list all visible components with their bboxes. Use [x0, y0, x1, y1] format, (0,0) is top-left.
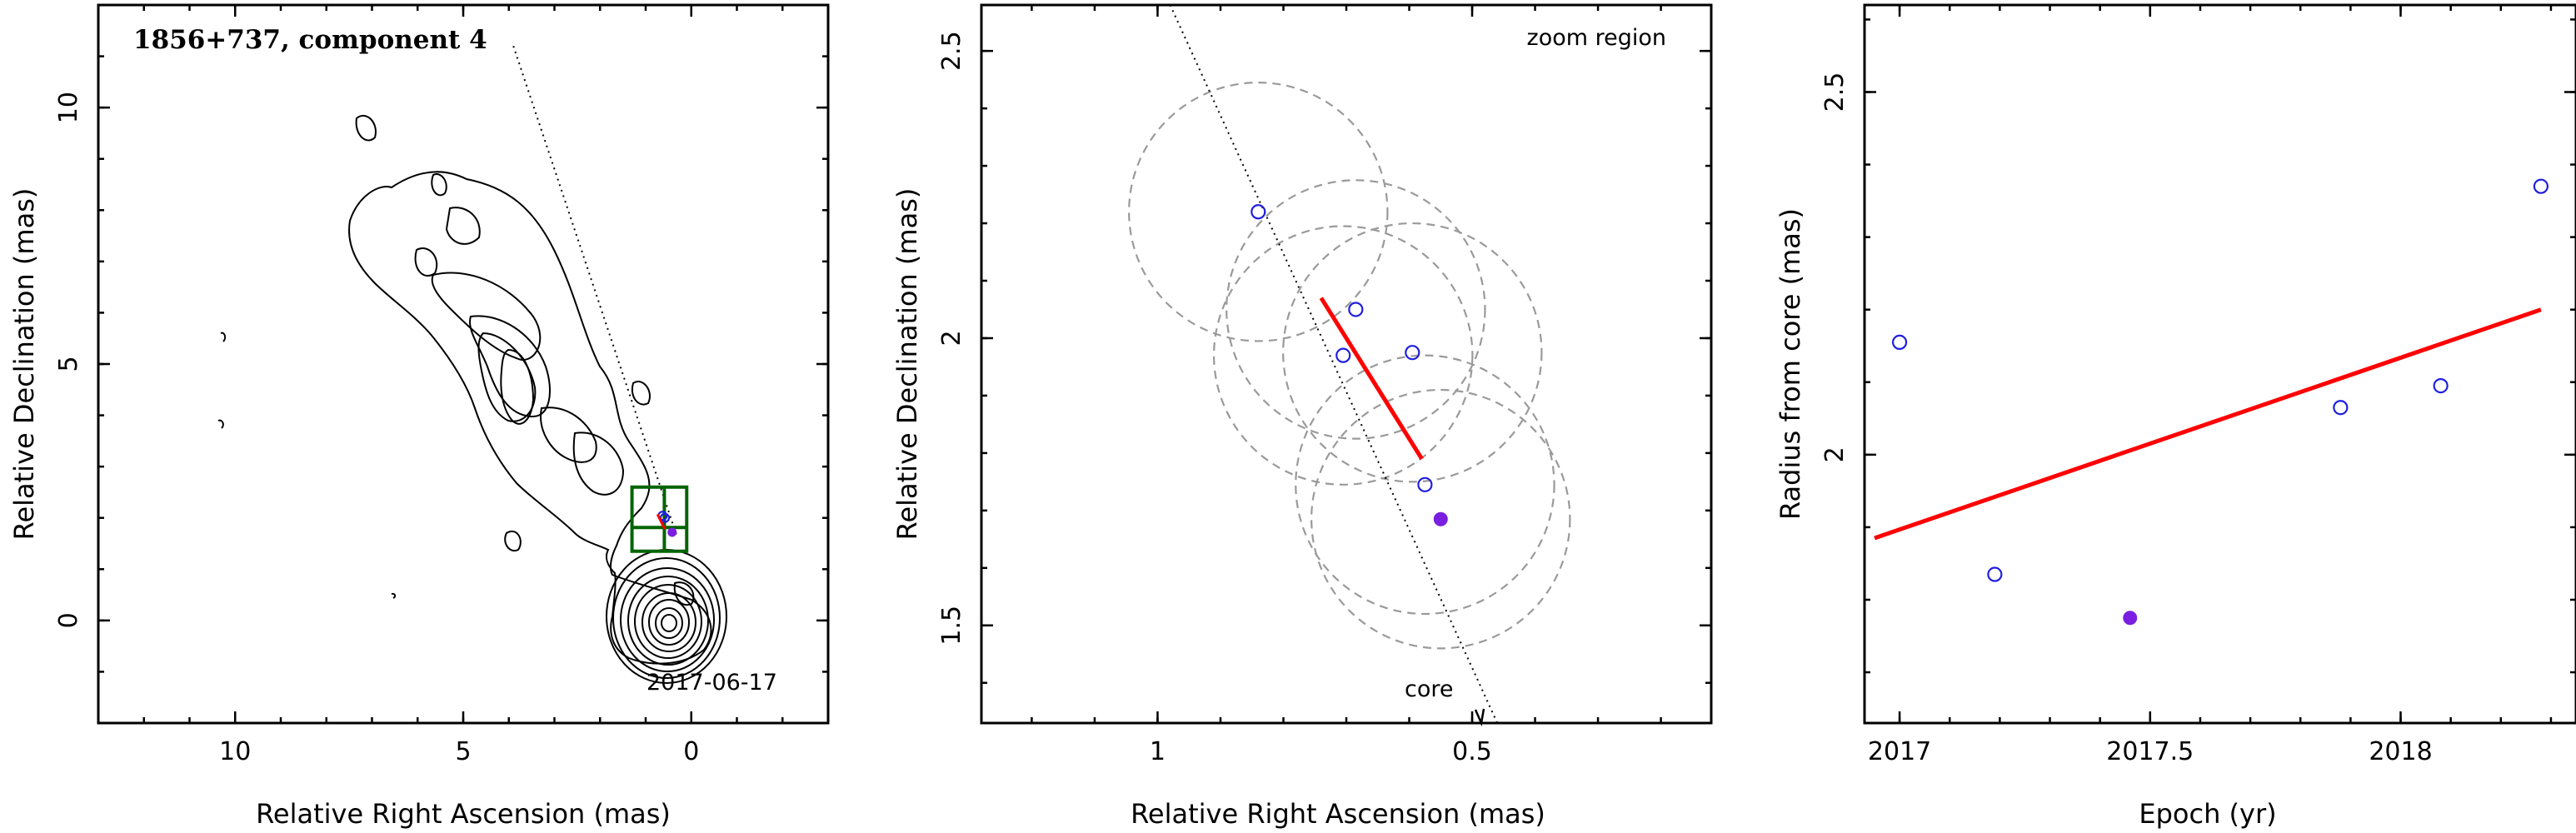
y-tick-label: 1.5 — [937, 606, 966, 646]
y-tick-label: 0 — [54, 612, 83, 628]
core-annotation: core — [1405, 676, 1453, 702]
panel-1-fit-segment — [656, 513, 666, 530]
filled-point — [2123, 611, 2138, 626]
x-tick-label: 10 — [219, 737, 251, 766]
jet-direction-line — [512, 45, 679, 539]
x-tick-label: 0.5 — [1452, 737, 1492, 766]
component-point — [667, 527, 677, 537]
beam-circle — [1310, 388, 1571, 650]
panel-1-frame — [97, 3, 830, 725]
open-point — [2533, 178, 2549, 194]
x-tick-label: 2017 — [1868, 737, 1931, 766]
panel-1-contour-map: 10 5 0 0 5 10 1856+737, component 4 2017-06-1… — [8, 3, 830, 830]
beam-circles — [1128, 81, 1571, 650]
panel-2-component-points — [1251, 204, 1448, 526]
panel-3-x-axis-label: Epoch (yr) — [2139, 798, 2276, 830]
panel-1-x-axis-label: Relative Right Ascension (mas) — [256, 798, 671, 830]
open-point — [1335, 347, 1351, 363]
panel-3-fit-line — [1874, 307, 2542, 541]
panel-2-fit-segment — [1319, 297, 1424, 461]
x-tick-label: 5 — [455, 737, 471, 766]
y-tick-label: 10 — [54, 92, 83, 123]
open-point — [1348, 302, 1364, 317]
panel-2-frame — [980, 3, 1713, 725]
x-tick-label: 1 — [1150, 737, 1166, 766]
open-point — [1251, 204, 1266, 220]
core-arrow-head — [1474, 708, 1485, 727]
open-point — [1891, 334, 1908, 350]
x-tick-label: 0 — [683, 737, 699, 766]
y-tick-label: 2.5 — [937, 31, 966, 71]
open-point — [2333, 400, 2349, 416]
panel-3-radius-vs-epoch: 2017 2017.5 2018 2 2.5 Epoch (yr) Radius fro… — [1775, 3, 2576, 830]
beam-circle — [1295, 354, 1555, 616]
panel-3-frame — [1863, 3, 2576, 725]
panel-3-y-axis-label: Radius from core (mas) — [1775, 208, 1806, 520]
panel-3-points — [1891, 178, 2549, 626]
panel-2-zoom-region: 1 0.5 1.5 2 2.5 zoom region core Relative Ri… — [891, 3, 1713, 830]
beam-circle — [1212, 225, 1474, 486]
open-point — [1417, 476, 1433, 492]
panel-2-y-axis-label: Relative Declination (mas) — [891, 188, 923, 541]
panel-2-ticks: 1 0.5 1.5 2 2.5 — [937, 5, 1711, 766]
x-tick-label: 2018 — [2369, 737, 2432, 766]
open-point — [2433, 378, 2449, 394]
beam-circle — [1226, 179, 1486, 440]
x-tick-label: 2017.5 — [2106, 737, 2194, 766]
open-point — [1987, 566, 2003, 582]
y-tick-label: 2 — [937, 330, 966, 346]
panel-2-x-axis-label: Relative Right Ascension (mas) — [1131, 798, 1545, 830]
filled-point — [1433, 511, 1448, 526]
jet-direction-line-zoom — [1169, 5, 1499, 723]
zoom-region-annotation: zoom region — [1527, 25, 1666, 51]
beam-circle — [1282, 222, 1543, 483]
y-tick-label: 2.5 — [1820, 72, 1850, 112]
panel-1-ticks: 10 5 0 0 5 10 — [54, 3, 830, 766]
y-tick-label: 5 — [54, 356, 83, 372]
y-tick-label: 2 — [1820, 446, 1850, 462]
core-contours — [606, 549, 727, 684]
panel-1-title: 1856+737, component 4 — [133, 25, 487, 55]
panel-3-ticks: 2017 2017.5 2018 2 2.5 — [1820, 5, 2576, 766]
contour-map — [217, 114, 727, 684]
zoom-region-box — [630, 485, 689, 553]
panel-1-y-axis-label: Relative Declination (mas) — [8, 188, 40, 541]
open-point — [1405, 345, 1420, 361]
beam-circle — [1128, 81, 1389, 342]
panel-1-date-label: 2017-06-17 — [646, 670, 777, 696]
